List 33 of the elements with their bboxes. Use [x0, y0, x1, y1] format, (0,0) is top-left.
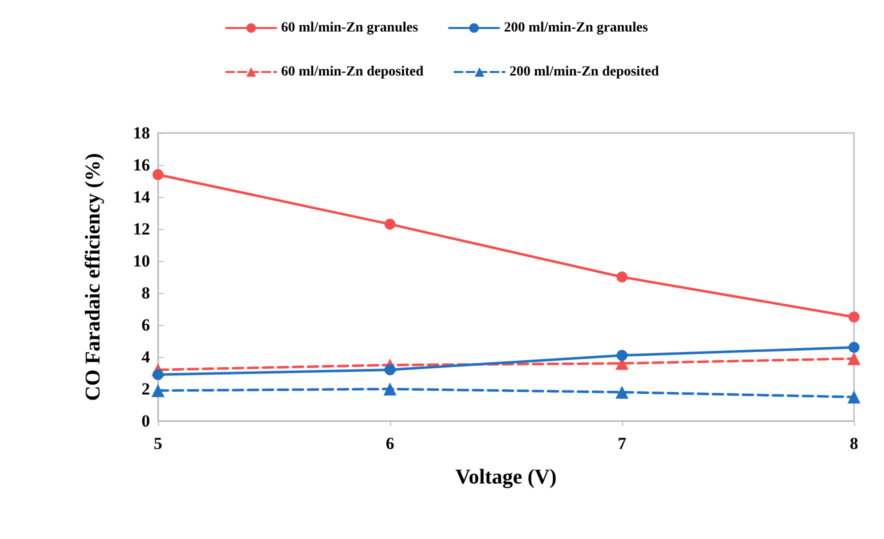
- x-tick-label: 6: [386, 434, 394, 453]
- y-tick-label: 16: [133, 156, 150, 174]
- point: [384, 382, 396, 396]
- y-tick-label: 14: [133, 188, 150, 206]
- point: [616, 350, 628, 361]
- point: [848, 390, 860, 404]
- legend-label: 200 ml/min-Zn granules: [504, 20, 649, 36]
- legend-label: 200 ml/min-Zn deposited: [510, 64, 660, 80]
- y-tick-label: 6: [142, 316, 150, 334]
- x-tick-label: 7: [618, 434, 627, 453]
- y-tick-label: 18: [133, 124, 150, 142]
- legend-label: 60 ml/min-Zn granules: [281, 20, 419, 36]
- y-tick-label: 4: [142, 348, 150, 366]
- y-tick-label: 8: [142, 284, 150, 302]
- point: [848, 352, 860, 366]
- y-tick-label: 10: [133, 252, 150, 270]
- legend-label: 60 ml/min-Zn deposited: [281, 64, 424, 80]
- point: [384, 218, 396, 230]
- point: [152, 169, 164, 180]
- y-tick-label: 12: [133, 220, 150, 238]
- y-axis-title: CO Faradaic efficiency (%): [80, 153, 104, 401]
- point: [848, 342, 860, 353]
- point: [152, 369, 164, 380]
- point: [848, 312, 860, 322]
- point: [152, 384, 164, 398]
- point: [384, 364, 396, 376]
- point: [616, 386, 628, 399]
- x-tick-label: 8: [850, 434, 858, 453]
- x-axis-title: Voltage (V): [455, 464, 557, 488]
- x-tick-label: 5: [154, 434, 162, 453]
- y-tick-label: 0: [142, 412, 150, 430]
- y-tick-label: 2: [142, 380, 150, 398]
- point: [616, 272, 628, 282]
